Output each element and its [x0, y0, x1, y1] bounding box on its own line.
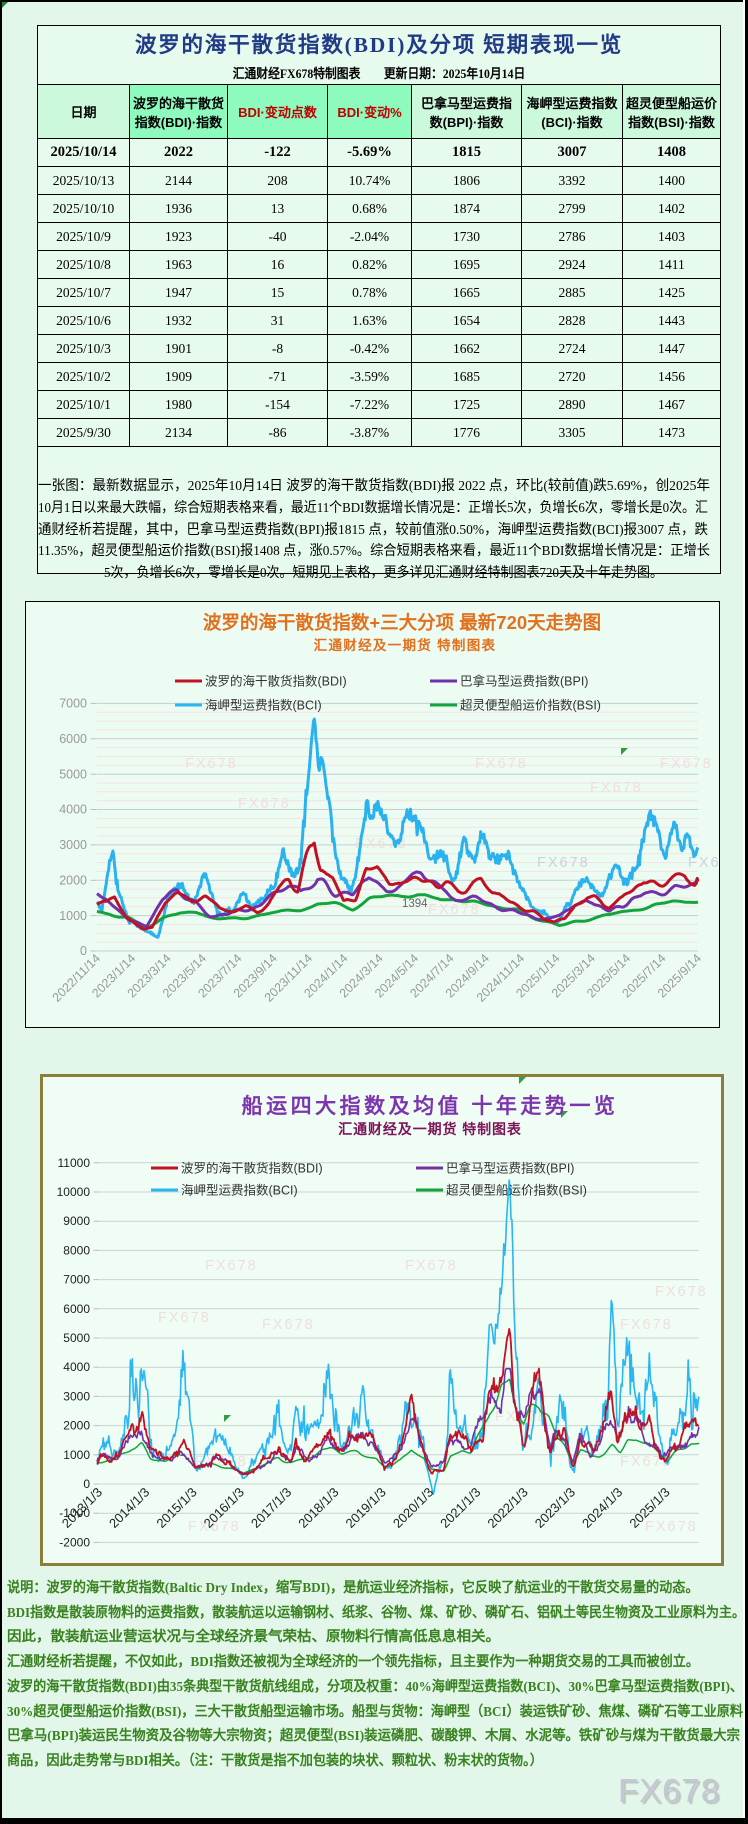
svg-text:5000: 5000: [59, 767, 87, 781]
svg-text:3000: 3000: [59, 838, 87, 852]
svg-text:波罗的海干散货指数(BDI): 波罗的海干散货指数(BDI): [205, 674, 347, 689]
svg-text:FX678: FX678: [645, 1519, 698, 1535]
svg-text:5000: 5000: [63, 1331, 90, 1345]
svg-text:9000: 9000: [63, 1214, 90, 1228]
svg-text:巴拿马型运费指数(BPI): 巴拿马型运费指数(BPI): [460, 674, 588, 689]
svg-text:船运四大指数及均值 十年走势一览: 船运四大指数及均值 十年走势一览: [242, 1094, 619, 1118]
svg-text:FX678: FX678: [620, 1317, 673, 1333]
svg-text:2000: 2000: [63, 1419, 90, 1433]
svg-text:海岬型运费指数(BCI): 海岬型运费指数(BCI): [181, 1183, 298, 1198]
svg-text:FX678: FX678: [428, 902, 481, 918]
svg-text:1394: 1394: [402, 898, 428, 910]
svg-text:-1000: -1000: [59, 1506, 90, 1520]
svg-text:波罗的海干散货指数+三大分项 最新720天走势图: 波罗的海干散货指数+三大分项 最新720天走势图: [203, 612, 601, 633]
svg-text:FX678: FX678: [185, 756, 238, 772]
svg-text:2000: 2000: [59, 874, 87, 888]
svg-text:0: 0: [80, 944, 87, 958]
svg-text:FX678: FX678: [475, 756, 528, 772]
svg-text:FX678: FX678: [537, 855, 590, 871]
svg-text:4000: 4000: [63, 1360, 90, 1374]
svg-text:FX678: FX678: [688, 855, 720, 871]
svg-text:7000: 7000: [59, 697, 87, 711]
svg-text:超灵便型船运价指数(BSI): 超灵便型船运价指数(BSI): [446, 1183, 587, 1198]
svg-text:10000: 10000: [57, 1185, 91, 1199]
svg-text:3000: 3000: [63, 1389, 90, 1403]
svg-text:0: 0: [83, 1477, 90, 1491]
svg-text:1000: 1000: [63, 1448, 90, 1462]
svg-text:汇通财经及一期货 特制图表: 汇通财经及一期货 特制图表: [338, 1121, 522, 1137]
svg-text:-2000: -2000: [59, 1535, 90, 1549]
svg-text:巴拿马型运费指数(BPI): 巴拿马型运费指数(BPI): [446, 1161, 574, 1176]
svg-text:FX678: FX678: [405, 1258, 458, 1274]
svg-text:FX678: FX678: [205, 1258, 258, 1274]
svg-text:1000: 1000: [59, 909, 87, 923]
svg-text:FX678: FX678: [660, 756, 713, 772]
svg-text:FX678: FX678: [158, 1310, 211, 1326]
svg-text:FX678: FX678: [620, 1454, 673, 1470]
svg-text:海岬型运费指数(BCI): 海岬型运费指数(BCI): [205, 698, 322, 713]
svg-text:汇通财经及一期货 特制图表: 汇通财经及一期货 特制图表: [314, 637, 497, 653]
svg-text:6000: 6000: [59, 732, 87, 746]
svg-text:FX678: FX678: [655, 1284, 708, 1300]
svg-text:8000: 8000: [63, 1243, 90, 1257]
svg-text:FX678: FX678: [262, 1317, 315, 1333]
svg-text:FX678: FX678: [188, 1519, 241, 1535]
svg-text:7000: 7000: [63, 1273, 90, 1287]
svg-text:波罗的海干散货指数(BDI): 波罗的海干散货指数(BDI): [181, 1161, 323, 1176]
svg-text:超灵便型船运价指数(BSI): 超灵便型船运价指数(BSI): [460, 698, 601, 713]
svg-text:6000: 6000: [63, 1302, 90, 1316]
svg-text:4000: 4000: [59, 803, 87, 817]
svg-text:11000: 11000: [58, 1156, 91, 1170]
svg-text:FX678: FX678: [238, 796, 291, 812]
svg-text:FX678: FX678: [590, 780, 643, 796]
